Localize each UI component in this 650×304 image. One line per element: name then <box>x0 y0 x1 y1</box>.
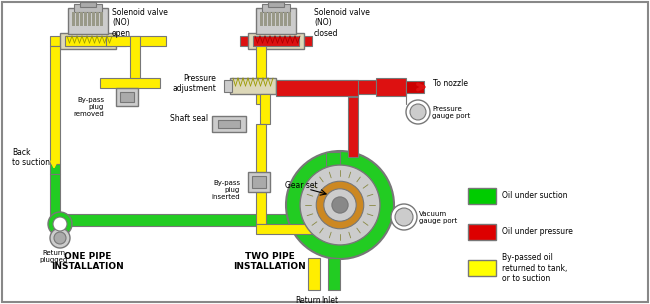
Text: Return
plugged: Return plugged <box>40 250 68 263</box>
Circle shape <box>406 100 430 124</box>
Bar <box>376 78 406 96</box>
Circle shape <box>391 204 417 230</box>
Bar <box>252 176 266 188</box>
Bar <box>50 36 70 46</box>
Bar <box>218 120 240 128</box>
Bar <box>240 36 258 46</box>
Text: Solenoid valve
(NO)
open: Solenoid valve (NO) open <box>112 8 168 38</box>
Bar <box>260 12 263 26</box>
Bar <box>50 164 60 174</box>
Circle shape <box>53 217 67 231</box>
Bar <box>262 4 290 12</box>
Bar <box>76 12 79 26</box>
Bar <box>248 33 304 49</box>
Text: Vacuum
gauge port: Vacuum gauge port <box>419 211 457 224</box>
Text: Gear set: Gear set <box>285 181 318 190</box>
Text: ONE PIPE
INSTALLATION: ONE PIPE INSTALLATION <box>51 252 124 271</box>
Text: Oil under suction: Oil under suction <box>502 192 567 201</box>
Bar <box>276 12 279 26</box>
Circle shape <box>300 165 380 245</box>
Bar <box>74 4 102 12</box>
Bar <box>256 224 332 234</box>
Circle shape <box>324 189 356 221</box>
Bar <box>120 92 134 102</box>
Bar <box>284 12 287 26</box>
Bar <box>92 12 95 26</box>
Bar <box>68 8 108 34</box>
Bar <box>328 258 340 290</box>
Circle shape <box>332 197 348 213</box>
Bar <box>268 2 284 7</box>
Circle shape <box>54 232 66 244</box>
Bar <box>468 260 496 276</box>
Circle shape <box>48 212 72 236</box>
Circle shape <box>50 228 70 248</box>
Text: By-pass
plug
inserted: By-pass plug inserted <box>211 180 240 200</box>
Bar <box>88 12 91 26</box>
Text: By-pass
plug
removed: By-pass plug removed <box>73 97 104 117</box>
Bar <box>116 88 138 106</box>
Text: Pressure
gauge port: Pressure gauge port <box>432 106 470 119</box>
Text: Return: Return <box>295 296 321 304</box>
Bar <box>80 2 96 7</box>
Bar <box>308 258 320 290</box>
Bar <box>248 172 270 192</box>
Bar <box>60 214 330 226</box>
Bar <box>280 12 283 26</box>
Text: Pressure
adjustment: Pressure adjustment <box>172 74 216 93</box>
Bar <box>50 46 60 164</box>
Bar <box>65 36 111 46</box>
Bar <box>100 12 103 26</box>
Text: Oil under pressure: Oil under pressure <box>502 227 573 237</box>
Bar <box>80 12 83 26</box>
Bar <box>468 188 496 204</box>
Bar <box>348 97 358 157</box>
Bar <box>272 12 275 26</box>
Bar <box>264 12 267 26</box>
Bar <box>72 12 75 26</box>
Bar <box>212 116 246 132</box>
Bar <box>260 94 270 124</box>
Bar <box>130 36 140 86</box>
Bar <box>256 46 266 104</box>
Text: Inlet: Inlet <box>322 296 339 304</box>
Bar <box>106 36 126 46</box>
Circle shape <box>410 104 426 120</box>
Bar <box>326 152 340 206</box>
Circle shape <box>286 151 394 259</box>
Text: Back
to suction: Back to suction <box>12 148 50 168</box>
Circle shape <box>317 181 364 229</box>
Bar <box>253 36 299 46</box>
Bar <box>230 78 276 94</box>
Circle shape <box>395 208 413 226</box>
Bar <box>84 12 87 26</box>
Bar <box>106 36 166 46</box>
Bar <box>256 124 266 224</box>
Bar <box>96 12 99 26</box>
Bar <box>224 80 232 92</box>
Bar <box>268 12 271 26</box>
Bar <box>406 81 424 93</box>
Text: Solenoid valve
(NO)
closed: Solenoid valve (NO) closed <box>314 8 370 38</box>
Bar <box>100 78 160 88</box>
Bar <box>294 36 312 46</box>
Bar <box>60 33 116 49</box>
Text: To nozzle: To nozzle <box>433 78 468 88</box>
Text: By-passed oil
returned to tank,
or to suction: By-passed oil returned to tank, or to su… <box>502 253 567 283</box>
Text: Shaft seal: Shaft seal <box>170 114 208 123</box>
Bar <box>276 80 376 94</box>
Bar <box>288 12 291 26</box>
Bar <box>468 224 496 240</box>
Bar <box>256 8 296 34</box>
Bar <box>276 80 358 96</box>
Text: TWO PIPE
INSTALLATION: TWO PIPE INSTALLATION <box>233 252 306 271</box>
Bar <box>50 174 60 224</box>
